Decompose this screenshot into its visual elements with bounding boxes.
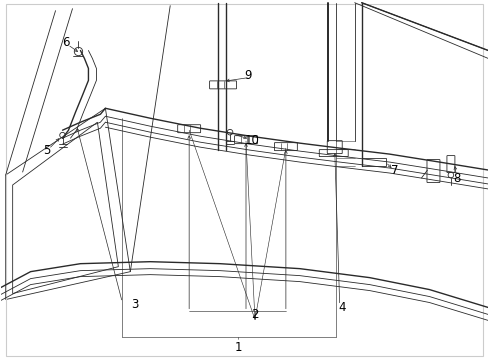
Text: 1: 1: [234, 341, 241, 354]
Text: 8: 8: [453, 171, 460, 185]
Text: 9: 9: [244, 69, 251, 82]
Text: 6: 6: [61, 36, 69, 49]
Text: 4: 4: [337, 301, 345, 314]
Text: 2: 2: [251, 308, 258, 321]
Bar: [5, 4, 483, 356]
Bar: [361, 158, 385, 166]
Text: 7: 7: [390, 163, 398, 176]
Text: 3: 3: [131, 298, 139, 311]
Text: 10: 10: [244, 134, 259, 147]
Text: 5: 5: [43, 144, 50, 157]
